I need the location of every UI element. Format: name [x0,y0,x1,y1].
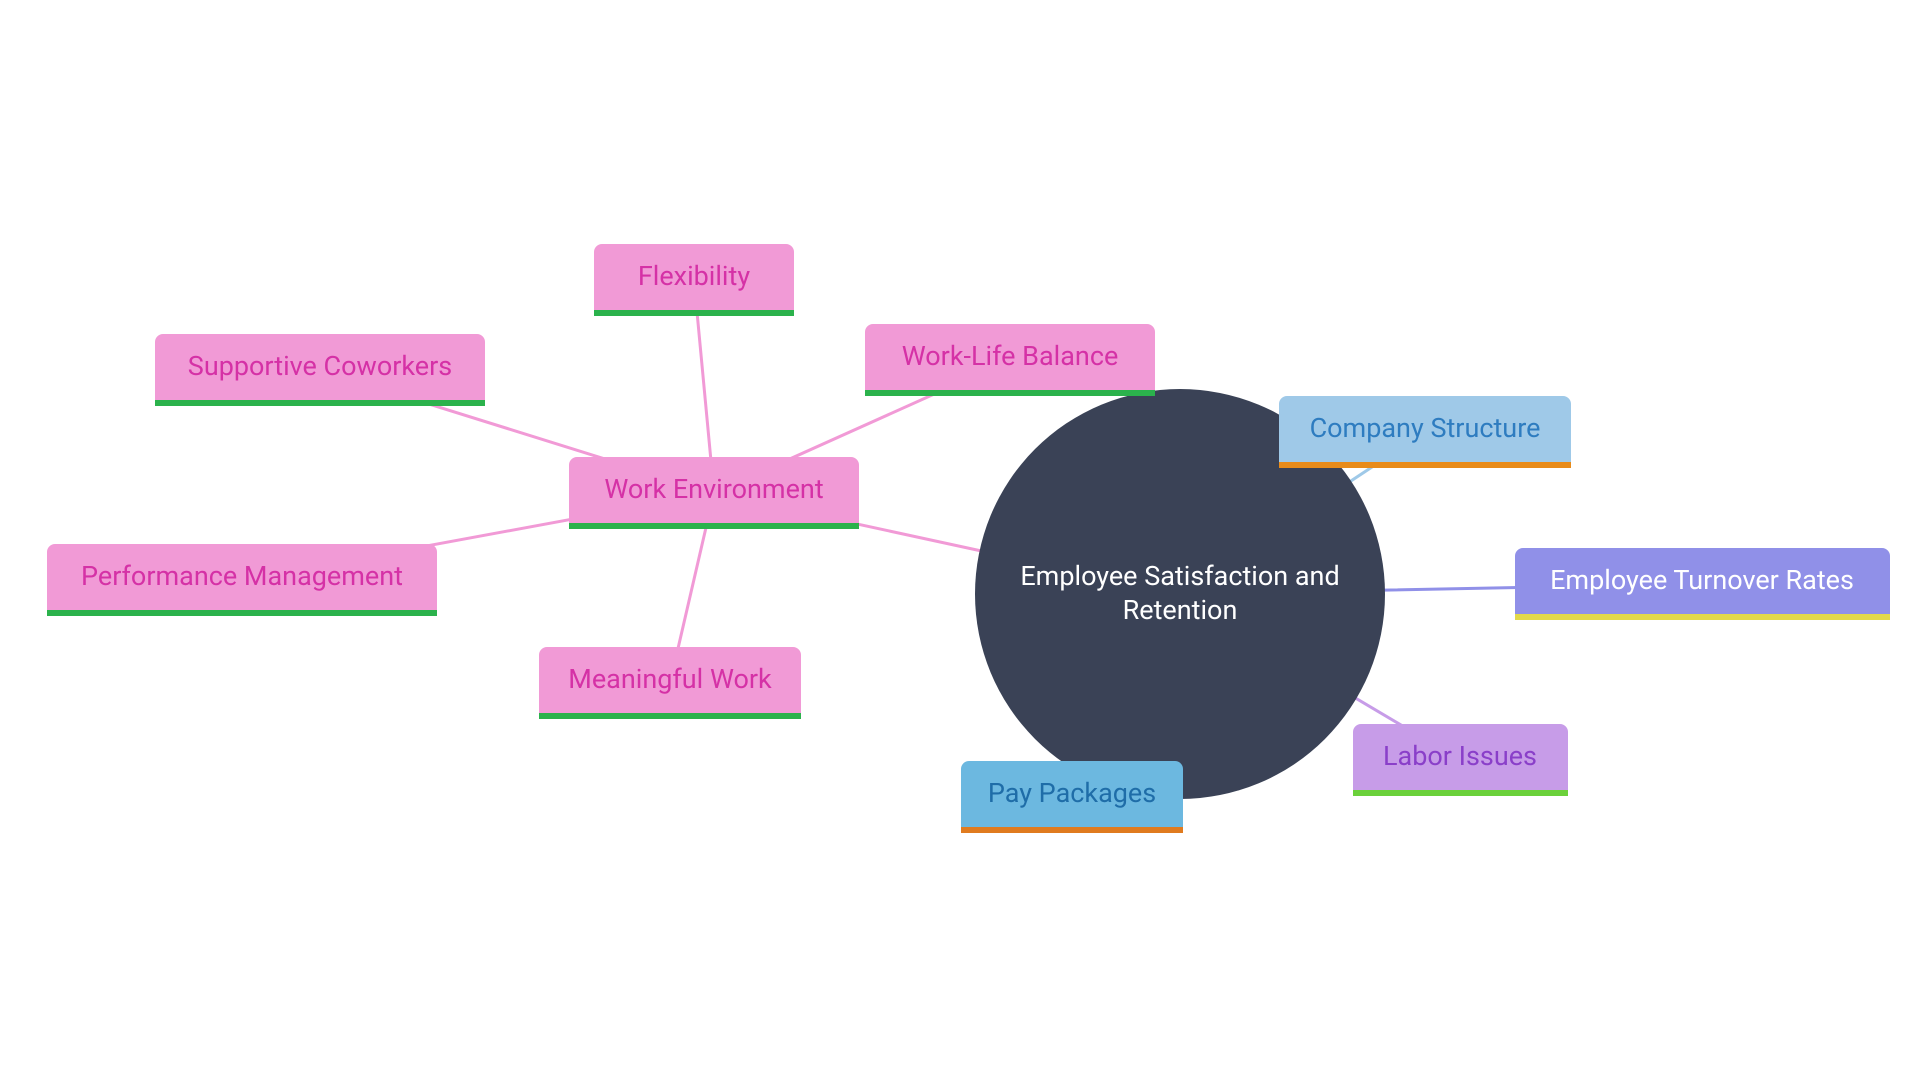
node-label: Supportive Coworkers [188,350,452,384]
node-pay-packages: Pay Packages [961,761,1183,833]
node-label: Employee Turnover Rates [1550,564,1854,598]
node-labor-issues: Labor Issues [1353,724,1568,796]
mindmap-canvas: Employee Satisfaction and Retention Work … [0,0,1920,1080]
node-label: Employee Satisfaction and Retention [1020,560,1339,628]
node-perf-mgmt: Performance Management [47,544,437,616]
node-label: Meaningful Work [568,663,771,697]
node-work-env: Work Environment [569,457,859,529]
node-label: Flexibility [638,260,750,294]
node-supportive: Supportive Coworkers [155,334,485,406]
node-flexibility: Flexibility [594,244,794,316]
node-label: Pay Packages [988,777,1156,811]
node-label: Performance Management [81,560,403,594]
node-company-structure: Company Structure [1279,396,1571,468]
node-meaningful: Meaningful Work [539,647,801,719]
node-label: Company Structure [1310,412,1541,446]
node-turnover: Employee Turnover Rates [1515,548,1890,620]
edge-layer [0,0,1920,1080]
node-label: Work Environment [604,473,823,507]
node-label: Labor Issues [1383,740,1537,774]
node-wlb: Work-Life Balance [865,324,1155,396]
node-label: Work-Life Balance [902,340,1119,374]
